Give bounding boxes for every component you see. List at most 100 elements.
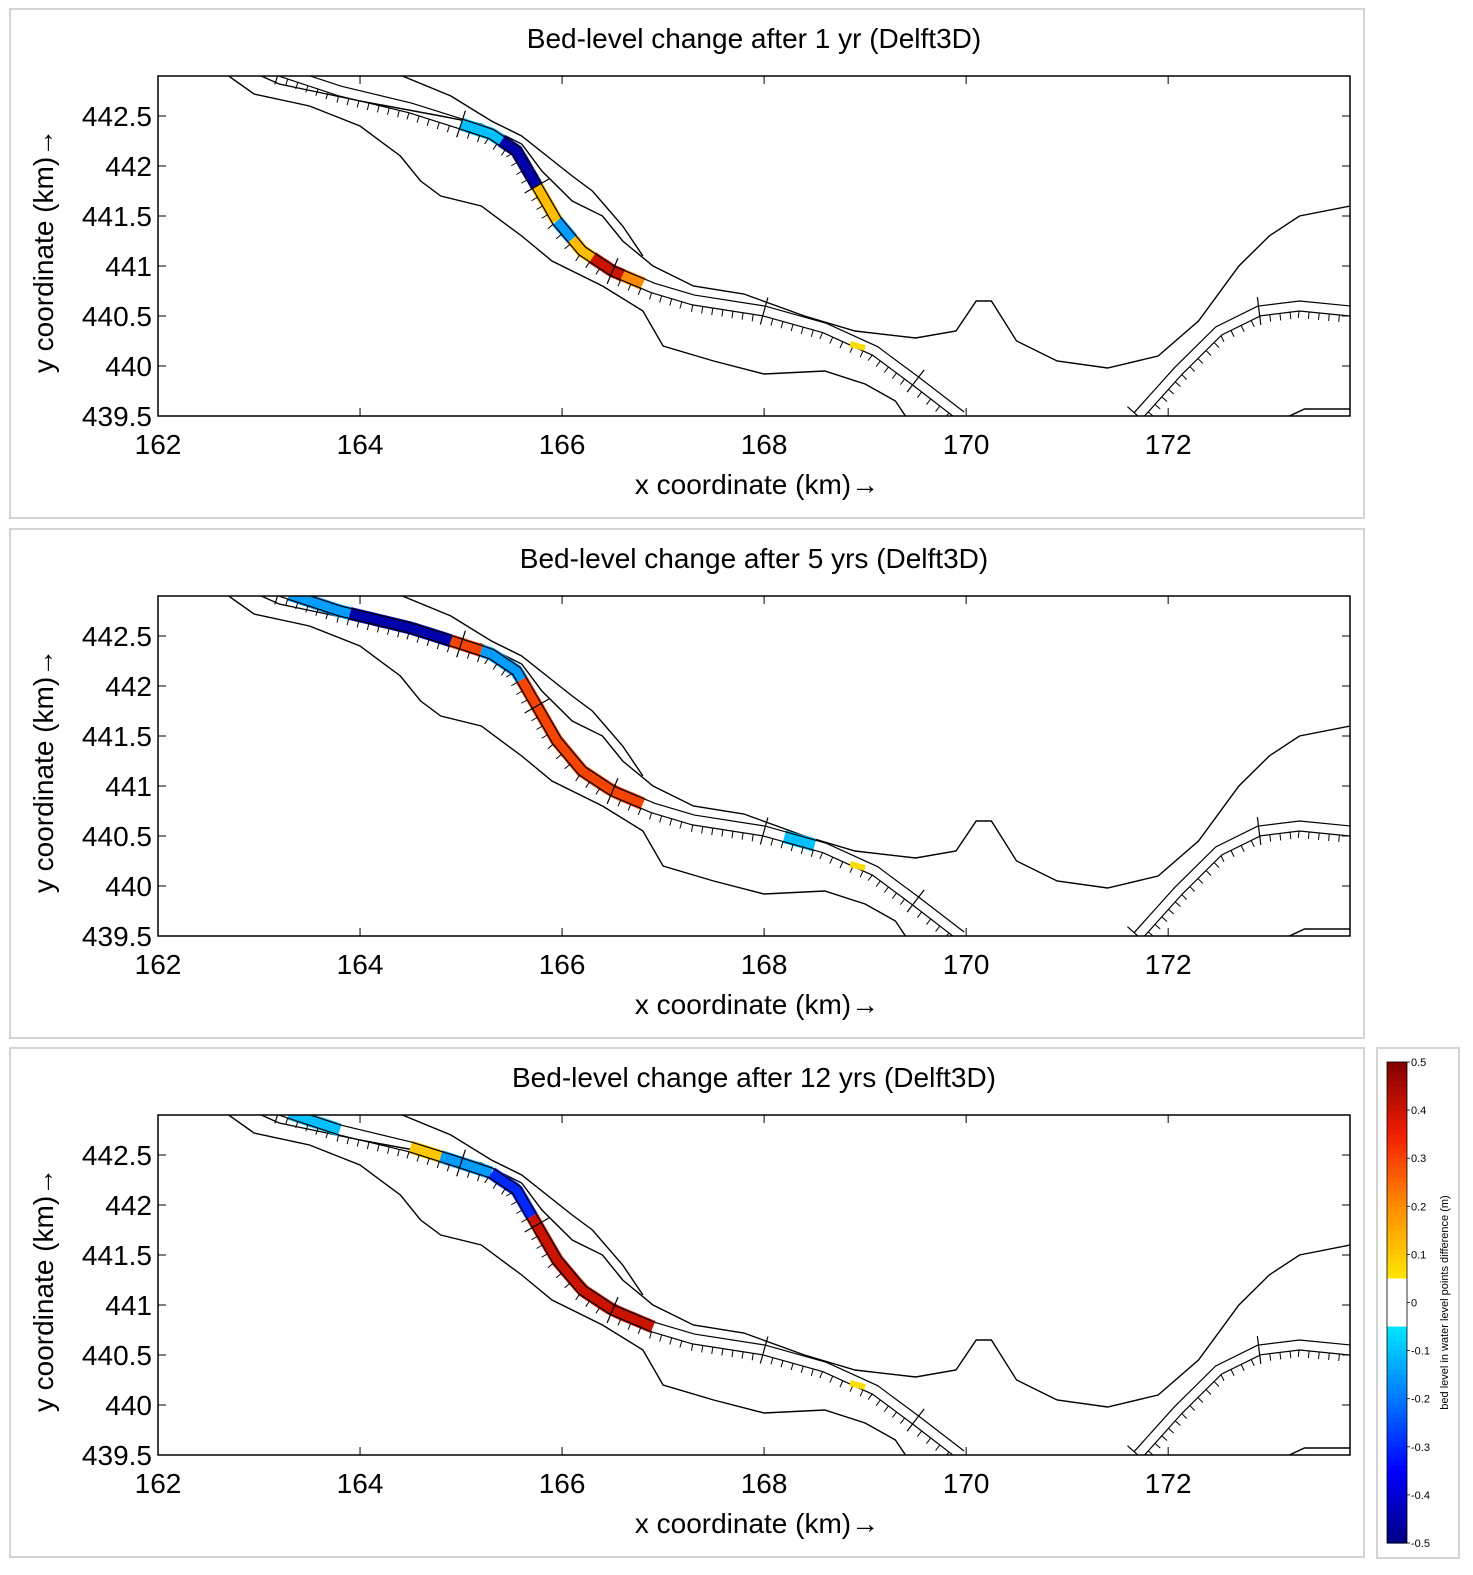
colorbar-swatch <box>1387 1215 1407 1222</box>
channel-tick <box>1318 832 1320 840</box>
colorbar-swatch <box>1387 1441 1407 1448</box>
colorbar-swatch <box>1387 1533 1407 1539</box>
channel-tick <box>770 838 774 846</box>
channel-tick <box>867 354 873 361</box>
channel-tick <box>1289 1351 1292 1359</box>
channel-tick <box>1307 831 1310 839</box>
channel-cross-tick <box>906 889 925 913</box>
channel-cross-tick <box>906 369 925 393</box>
bed-change-segment <box>526 1212 656 1334</box>
channel-tick <box>1297 310 1300 318</box>
channel-tick <box>679 301 683 309</box>
channel-tick <box>711 308 714 316</box>
channel-tick <box>839 861 844 869</box>
bed-change-segment <box>458 117 506 147</box>
colorbar-swatch <box>1387 1321 1407 1328</box>
bed-change-segment <box>588 252 626 282</box>
channel-tick <box>883 886 889 893</box>
channel-tick <box>1240 325 1245 332</box>
y-axis-label: y coordinate (km)→ <box>28 129 59 373</box>
channel-tick <box>617 1318 622 1326</box>
channel-tick <box>669 818 673 826</box>
channel-tick <box>1328 1352 1330 1360</box>
channel-tick <box>701 306 704 314</box>
channel-tick <box>406 112 410 120</box>
channel-tick <box>829 336 834 344</box>
colorbar-swatch <box>1387 1340 1407 1347</box>
channel-tick <box>617 279 622 287</box>
channel-tick <box>555 753 562 760</box>
bed-change-segment <box>287 1115 342 1137</box>
channel-tick <box>741 1351 744 1359</box>
channel-tick <box>575 774 580 782</box>
channel-tick <box>751 314 754 322</box>
channel-tick <box>536 725 543 730</box>
channel-edge-line <box>277 76 954 416</box>
channel-tick <box>1318 1351 1320 1359</box>
channel-tick <box>1205 1389 1212 1395</box>
channel-tick <box>484 137 489 145</box>
colorbar-swatch <box>1387 1446 1407 1453</box>
colorbar-swatch <box>1387 1360 1407 1366</box>
channel-tick <box>1168 1427 1175 1434</box>
bed-change-segment <box>552 216 578 244</box>
channel-tick <box>521 179 528 184</box>
colorbar-swatch <box>1387 1230 1407 1236</box>
channel-tick <box>585 781 591 788</box>
colorbar-swatch <box>1387 1470 1407 1477</box>
y-tick-label: 439.5 <box>82 921 152 952</box>
channel-tick <box>721 1348 724 1356</box>
channel-tick <box>477 1174 481 1182</box>
plot-frame <box>157 595 1351 937</box>
channel-tick <box>346 98 350 106</box>
channel-tick <box>521 699 528 704</box>
channel-cross-tick <box>1127 406 1139 416</box>
colorbar-tick-label: 0.5 <box>1411 1057 1426 1069</box>
channel-tick <box>701 826 704 834</box>
channel-tick <box>325 92 329 100</box>
channel-tick <box>751 1353 754 1361</box>
y-tick-label: 441.5 <box>82 1240 152 1271</box>
plot-area <box>228 1115 1350 1455</box>
x-axis-label: x coordinate (km)→ <box>635 989 879 1020</box>
channel-cross-tick <box>759 297 769 325</box>
channel-tick <box>1205 350 1212 356</box>
colorbar-tick-label: -0.4 <box>1411 1490 1430 1502</box>
channel-tick <box>1338 314 1340 322</box>
x-tick-label: 170 <box>943 1468 990 1499</box>
colorbar-swatch <box>1387 1312 1407 1318</box>
x-axis-label: x coordinate (km)→ <box>635 469 879 500</box>
channel-tick <box>721 829 724 837</box>
colorbar-swatch <box>1387 1369 1407 1376</box>
channel-tick <box>305 85 309 93</box>
channel-tick <box>492 663 498 670</box>
colorbar-swatch <box>1387 1302 1407 1308</box>
channel-tick <box>891 372 897 379</box>
x-tick-label: 172 <box>1145 949 1192 980</box>
colorbar-swatch <box>1387 1167 1407 1174</box>
channel-tick <box>891 892 897 899</box>
colorbar-swatch <box>1387 1292 1407 1299</box>
bed-change-segment <box>497 135 543 190</box>
channel-tick <box>484 657 489 665</box>
y-tick-label: 442 <box>105 151 152 182</box>
x-tick-label: 164 <box>337 949 384 980</box>
channel-tick <box>691 304 694 312</box>
channel-tick <box>1154 1442 1161 1449</box>
colorbar-swatch <box>1387 1187 1407 1193</box>
channel-cross-tick <box>524 178 550 194</box>
channel-tick <box>397 630 400 638</box>
bed-change-segment <box>782 830 817 852</box>
colorbar-swatch <box>1387 1288 1407 1294</box>
channel-tick <box>926 398 932 405</box>
channel-tick <box>770 318 774 326</box>
colorbar-swatch <box>1387 1499 1407 1506</box>
channel-tick <box>555 233 562 240</box>
channel-tick <box>575 254 580 262</box>
channel-tick <box>1220 855 1225 862</box>
y-tick-label: 442 <box>105 671 152 702</box>
y-tick-label: 440.5 <box>82 301 152 332</box>
colorbar-swatch <box>1387 1408 1407 1414</box>
channel-tick <box>336 615 340 623</box>
channel-tick <box>875 1399 881 1406</box>
